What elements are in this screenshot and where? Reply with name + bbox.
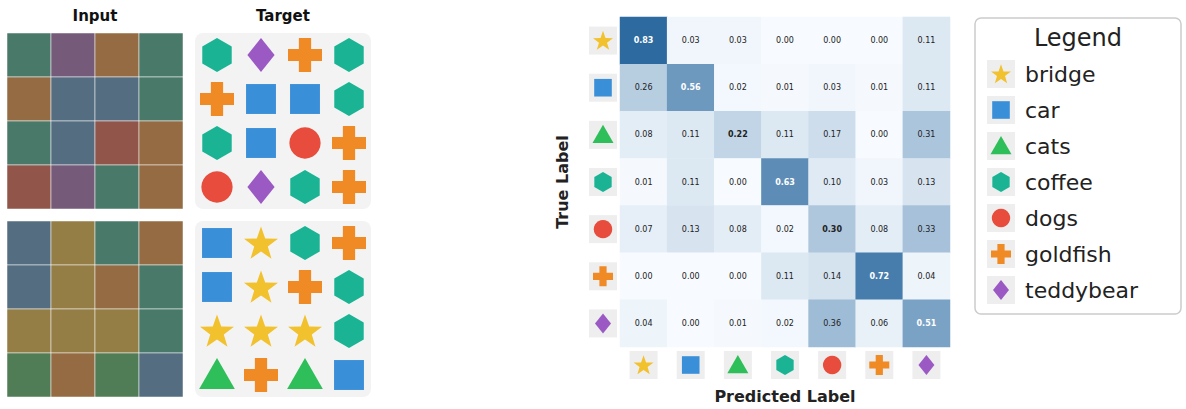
svg-text:0.02: 0.02 <box>729 83 747 92</box>
svg-text:0.03: 0.03 <box>870 178 888 187</box>
svg-text:0.00: 0.00 <box>682 319 700 328</box>
svg-text:0.36: 0.36 <box>823 319 841 328</box>
svg-text:True Label: True Label <box>553 135 572 229</box>
svg-text:teddybear: teddybear <box>1025 278 1139 303</box>
svg-text:0.03: 0.03 <box>823 83 841 92</box>
svg-text:0.06: 0.06 <box>870 319 888 328</box>
svg-text:0.04: 0.04 <box>918 272 936 281</box>
svg-text:0.08: 0.08 <box>870 225 888 234</box>
svg-text:0.02: 0.02 <box>776 225 794 234</box>
svg-text:0.83: 0.83 <box>634 36 654 45</box>
svg-text:0.31: 0.31 <box>918 130 936 139</box>
svg-text:0.01: 0.01 <box>870 83 888 92</box>
svg-text:0.33: 0.33 <box>918 225 936 234</box>
svg-text:Input: Input <box>73 7 118 25</box>
svg-text:0.56: 0.56 <box>681 83 701 92</box>
svg-text:0.26: 0.26 <box>635 83 653 92</box>
svg-text:0.11: 0.11 <box>682 130 700 139</box>
svg-text:0.13: 0.13 <box>918 178 936 187</box>
svg-text:goldfish: goldfish <box>1025 242 1112 267</box>
svg-text:0.22: 0.22 <box>728 130 748 139</box>
svg-text:car: car <box>1025 98 1061 123</box>
svg-text:0.02: 0.02 <box>776 319 794 328</box>
svg-text:0.01: 0.01 <box>635 178 653 187</box>
svg-text:0.11: 0.11 <box>918 83 936 92</box>
svg-text:0.13: 0.13 <box>682 225 700 234</box>
svg-text:Target: Target <box>256 7 310 25</box>
svg-text:0.00: 0.00 <box>729 178 747 187</box>
svg-text:0.11: 0.11 <box>776 272 794 281</box>
svg-text:0.07: 0.07 <box>635 225 653 234</box>
svg-text:0.00: 0.00 <box>635 272 653 281</box>
svg-text:0.17: 0.17 <box>823 130 841 139</box>
svg-text:0.51: 0.51 <box>917 319 937 328</box>
svg-text:0.03: 0.03 <box>729 36 747 45</box>
svg-text:0.08: 0.08 <box>635 130 653 139</box>
svg-text:0.03: 0.03 <box>682 36 700 45</box>
svg-text:0.11: 0.11 <box>918 36 936 45</box>
svg-text:0.72: 0.72 <box>869 272 889 281</box>
svg-text:0.00: 0.00 <box>870 130 888 139</box>
svg-text:0.30: 0.30 <box>822 225 842 234</box>
svg-text:dogs: dogs <box>1025 206 1078 231</box>
svg-text:0.00: 0.00 <box>682 272 700 281</box>
svg-text:0.10: 0.10 <box>823 178 841 187</box>
svg-text:0.00: 0.00 <box>823 36 841 45</box>
svg-text:0.14: 0.14 <box>823 272 841 281</box>
svg-text:Predicted Label: Predicted Label <box>714 387 855 406</box>
svg-text:0.01: 0.01 <box>776 83 794 92</box>
svg-text:0.11: 0.11 <box>776 130 794 139</box>
svg-text:0.04: 0.04 <box>635 319 653 328</box>
svg-text:0.00: 0.00 <box>729 272 747 281</box>
svg-text:Legend: Legend <box>1034 24 1122 52</box>
svg-text:cats: cats <box>1025 134 1071 159</box>
svg-text:0.08: 0.08 <box>729 225 747 234</box>
svg-text:bridge: bridge <box>1025 62 1096 87</box>
svg-text:0.00: 0.00 <box>870 36 888 45</box>
svg-text:0.00: 0.00 <box>776 36 794 45</box>
svg-text:0.63: 0.63 <box>775 178 795 187</box>
svg-text:0.01: 0.01 <box>729 319 747 328</box>
svg-text:coffee: coffee <box>1025 170 1093 195</box>
svg-text:0.11: 0.11 <box>682 178 700 187</box>
